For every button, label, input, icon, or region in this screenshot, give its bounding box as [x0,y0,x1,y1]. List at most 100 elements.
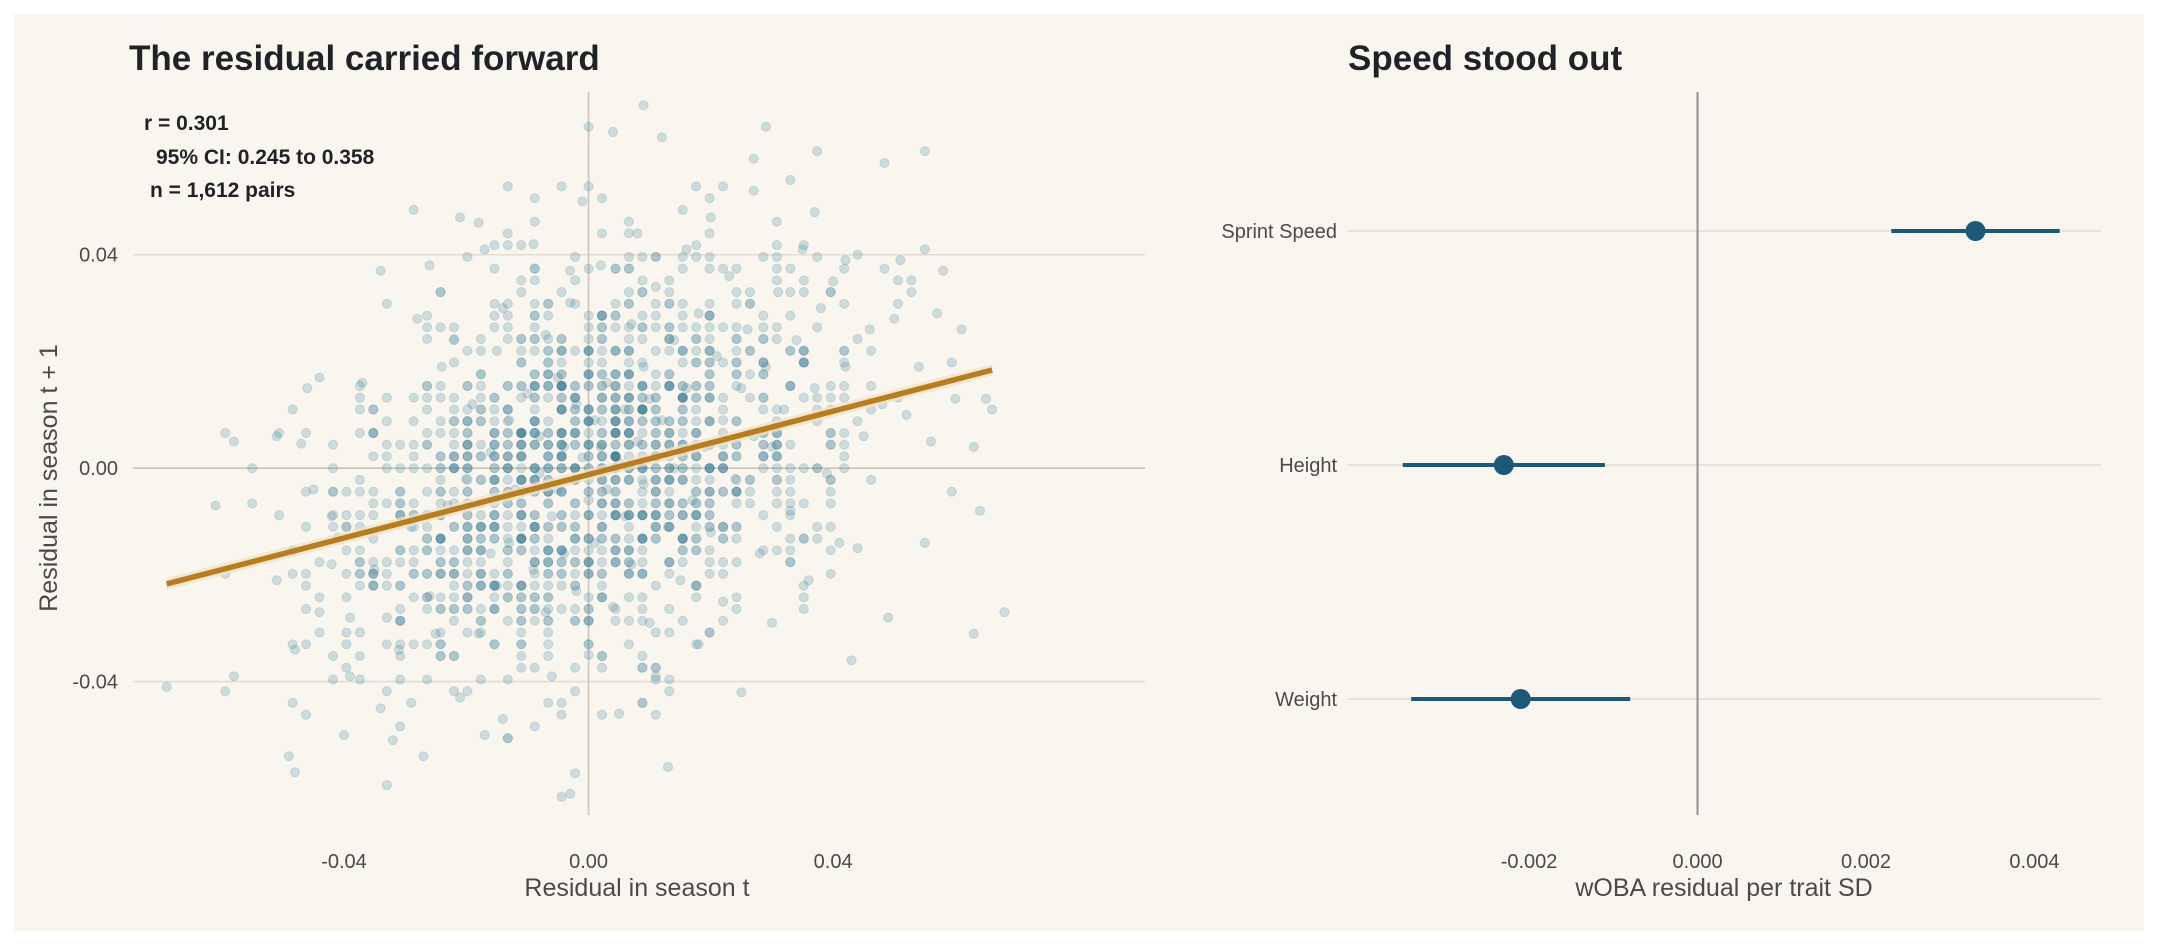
scatter-point [435,650,446,662]
scatter-point [771,451,783,462]
scatter-point [462,404,473,415]
scatter-point [704,392,715,403]
scatter-point [607,126,619,138]
scatter-point [596,521,608,533]
scatter-point [650,392,661,403]
scatter-point [583,568,594,579]
scatter-point [502,439,513,450]
scatter-point [656,132,668,143]
scatter-point [462,416,473,427]
scatter-point [338,729,350,741]
scatter-point [704,369,715,380]
scatter-point [610,486,621,497]
scatter-point [570,392,581,403]
scatter-point [650,345,661,356]
scatter-point [677,557,688,568]
scatter-point [570,427,581,439]
scatter-point [489,427,500,439]
scatter-point [596,439,608,450]
scatter-point [637,392,648,403]
scatter-point [610,509,621,521]
scatter-point [771,251,783,262]
scatter-point [516,509,527,521]
scatter-point [623,639,635,650]
scatter-point [637,357,648,368]
scatter-point [435,557,446,568]
scatter-point [543,592,554,603]
scatter-point [529,592,540,603]
scatter-point [368,568,379,579]
scatter-point [731,486,742,497]
scatter-point [595,260,606,271]
scatter-point [744,474,756,485]
stat-ci: 95% CI: 0.245 to 0.358 [156,146,375,169]
forest-estimate-point [1510,689,1531,709]
scatter-gridlines [133,253,1145,683]
scatter-point [448,521,460,533]
scatter-point [968,441,979,452]
scatter-point [785,557,796,568]
scatter-point [610,474,621,485]
scatter-point [502,533,513,544]
scatter-point [596,592,608,603]
scatter-point [596,310,608,321]
scatter-point [583,509,594,521]
scatter-point [771,439,783,450]
scatter-point [596,333,608,345]
scatter-point [596,404,608,415]
scatter-point [327,650,339,662]
scatter-point [638,100,649,111]
scatter-point [623,545,635,556]
scatter-point [610,451,621,462]
scatter-point [381,557,392,568]
scatter-point [502,474,513,485]
scatter-point [543,639,554,650]
scatter-point [691,521,702,533]
scatter-point [610,509,621,521]
scatter-point [809,383,820,394]
scatter-point [623,439,635,450]
scatter-point [435,639,446,650]
scatter-point [300,603,312,615]
scatter-point [516,650,527,662]
scatter-point [610,416,621,427]
scatter-point [395,486,406,497]
scatter-point [610,310,621,321]
scatter-point [271,431,282,442]
scatter-point [744,498,756,509]
scatter-point [341,486,352,497]
scatter-point [583,533,594,544]
forest-category-label: Weight [1275,689,1337,711]
scatter-point [691,509,702,521]
scatter-point [302,383,313,394]
scatter-point [462,416,473,427]
scatter-point [596,193,608,204]
scatter-point [677,533,688,544]
scatter-point [475,533,486,544]
scatter-point [623,369,635,380]
scatter-point [435,533,446,544]
scatter-point [691,545,702,556]
scatter-point [543,557,554,568]
scatter-point [435,463,446,474]
scatter-point [448,592,460,603]
scatter-point [475,580,486,591]
scatter-point [610,404,621,415]
scatter-point [664,509,675,521]
scatter-point [529,533,540,544]
scatter-point [758,357,769,368]
scatter-point [354,650,365,662]
scatter-point [664,521,675,533]
scatter-point [596,568,608,579]
scatter-point [543,592,554,603]
scatter-point [556,404,567,415]
scatter-point [798,345,809,356]
scatter-point [610,404,621,415]
scatter-point [502,521,513,533]
scatter-point [543,357,554,368]
scatter-point [583,568,594,579]
scatter-point [610,298,621,309]
scatter-point [691,545,702,556]
scatter-point [677,392,688,403]
